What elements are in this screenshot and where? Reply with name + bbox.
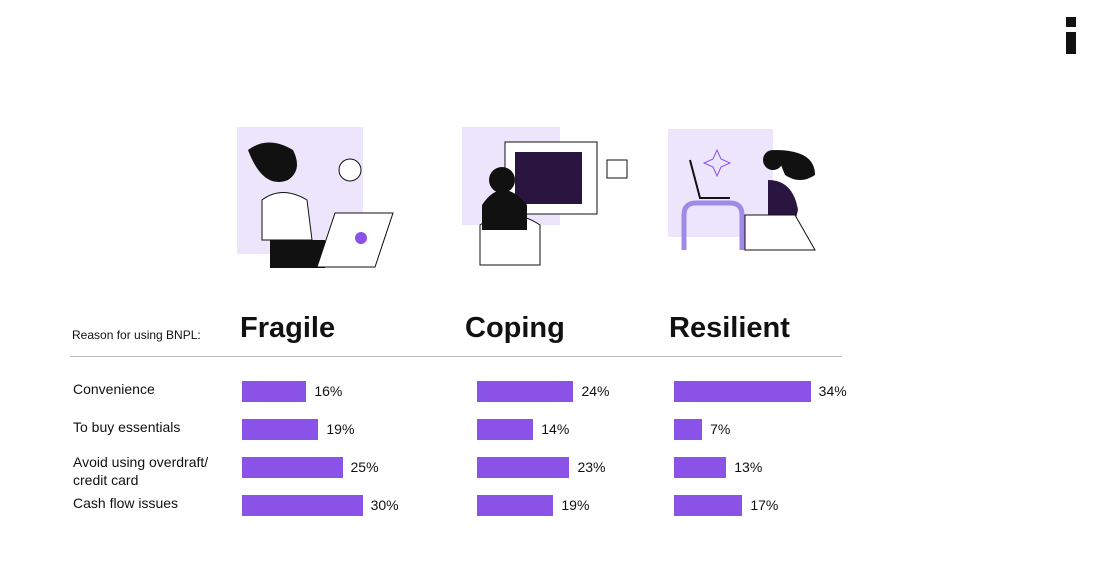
bar <box>477 495 554 516</box>
bar <box>674 419 703 440</box>
category-label: Avoid using overdraft/ credit card <box>73 454 209 488</box>
bar <box>242 381 307 402</box>
fragile-illustration <box>237 127 394 268</box>
category-label: Cash flow issues <box>73 495 179 511</box>
value-label: 17% <box>750 497 779 513</box>
logo <box>1066 17 1076 54</box>
value-label: 7% <box>710 421 731 437</box>
value-label: 13% <box>734 459 763 475</box>
value-label: 24% <box>581 383 610 399</box>
illustrations <box>237 17 1076 268</box>
value-label: 19% <box>561 497 590 513</box>
value-label: 19% <box>326 421 355 437</box>
bar <box>477 381 574 402</box>
resilient-illustration <box>668 129 816 251</box>
series-header: Coping <box>465 312 565 344</box>
value-label: 30% <box>370 497 399 513</box>
value-label: 23% <box>577 459 606 475</box>
bar <box>477 457 570 478</box>
coping-illustration <box>462 127 628 266</box>
category-label: To buy essentials <box>73 419 181 435</box>
divider <box>70 356 842 357</box>
bar <box>674 495 743 516</box>
bar <box>477 419 534 440</box>
bar <box>242 457 343 478</box>
series-header: Fragile <box>240 312 336 344</box>
bar <box>242 495 363 516</box>
bar <box>242 419 319 440</box>
value-label: 34% <box>818 383 847 399</box>
value-label: 14% <box>541 421 570 437</box>
series-header: Resilient <box>669 312 790 344</box>
bar <box>674 457 727 478</box>
category-label: Convenience <box>73 381 155 397</box>
row-header: Reason for using BNPL: <box>72 328 201 342</box>
bar <box>674 381 811 402</box>
value-label: 25% <box>350 459 379 475</box>
value-label: 16% <box>314 383 343 399</box>
